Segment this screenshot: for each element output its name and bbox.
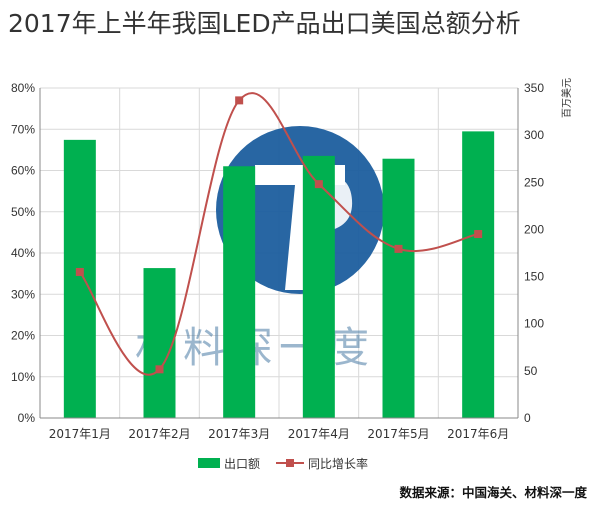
left-tick-label: 10% — [11, 370, 35, 384]
legend-swatch-bar — [198, 458, 220, 468]
legend-label: 同比增长率 — [308, 456, 368, 471]
left-tick-label: 80% — [11, 81, 35, 95]
chart-title: 2017年上半年我国LED产品出口美国总额分析 — [8, 9, 521, 38]
line-point — [394, 244, 403, 253]
category-labels: 2017年1月 2017年2月 2017年3月 2017年4月 2017年5月 2017年… — [49, 427, 510, 441]
right-tick-label: 100 — [524, 317, 544, 331]
category-label: 2017年2月 — [128, 427, 190, 441]
line-point — [474, 230, 483, 239]
right-tick-label: 0 — [524, 411, 531, 425]
data-source-note: 数据来源：中国海关、材料深一度 — [399, 485, 587, 500]
bar — [223, 166, 256, 418]
right-axis-label: 百万美元 — [560, 78, 573, 118]
left-tick-label: 40% — [11, 246, 35, 260]
right-tick-label: 150 — [524, 270, 544, 284]
right-axis-ticks: 0 50 100 150 200 250 300 350 — [524, 81, 544, 425]
bar — [382, 158, 415, 418]
right-tick-label: 50 — [524, 364, 538, 378]
watermark-logo-mark — [255, 165, 345, 290]
left-tick-label: 0% — [18, 411, 36, 425]
line-point — [314, 180, 323, 189]
bar — [143, 268, 176, 418]
right-tick-label: 200 — [524, 222, 544, 236]
left-tick-label: 50% — [11, 205, 35, 219]
bar-series — [63, 131, 495, 418]
category-label: 2017年5月 — [367, 427, 429, 441]
left-tick-label: 20% — [11, 329, 35, 343]
category-label: 2017年3月 — [208, 427, 270, 441]
line-point — [235, 96, 244, 105]
right-tick-label: 350 — [524, 81, 544, 95]
legend-swatch-marker — [286, 459, 294, 467]
left-tick-label: 60% — [11, 164, 35, 178]
category-label: 2017年6月 — [447, 427, 509, 441]
bar — [63, 139, 96, 418]
right-tick-label: 250 — [524, 175, 544, 189]
bar — [302, 155, 335, 418]
category-label: 2017年4月 — [288, 427, 350, 441]
bar — [462, 131, 495, 418]
line-series — [75, 92, 483, 376]
category-label: 2017年1月 — [49, 427, 111, 441]
line-point — [155, 365, 164, 374]
line-point — [75, 267, 84, 276]
axes — [39, 88, 519, 419]
left-tick-label: 30% — [11, 287, 35, 301]
right-tick-label: 300 — [524, 128, 544, 142]
legend: 出口额 同比增长率 — [198, 456, 368, 471]
left-tick-label: 70% — [11, 122, 35, 136]
left-axis-ticks: 0% 10% 20% 30% 40% 50% 60% 70% 80% — [11, 81, 35, 425]
legend-label: 出口额 — [224, 457, 260, 471]
